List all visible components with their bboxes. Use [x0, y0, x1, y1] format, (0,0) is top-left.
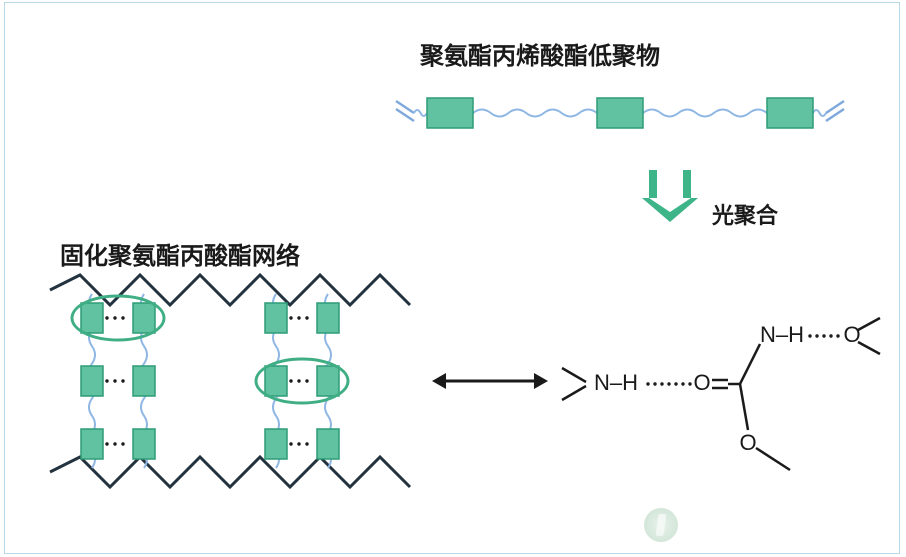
diagram-canvas: N–HON–HOO: [0, 0, 906, 557]
svg-text:N–H: N–H: [594, 370, 638, 395]
label-network: 固化聚氨酯丙酸酯网络: [60, 236, 300, 271]
svg-text:N–H: N–H: [760, 322, 804, 347]
watermark: 艾邦车衣膜论坛: [644, 508, 833, 542]
label-oligomer: 聚氨酯丙烯酸酯低聚物: [420, 36, 660, 71]
watermark-text: 艾邦车衣膜论坛: [686, 511, 833, 540]
label-photopolymer: 光聚合: [712, 198, 778, 230]
svg-text:O: O: [693, 370, 710, 395]
watermark-icon: [644, 508, 678, 542]
svg-text:O: O: [739, 430, 756, 455]
